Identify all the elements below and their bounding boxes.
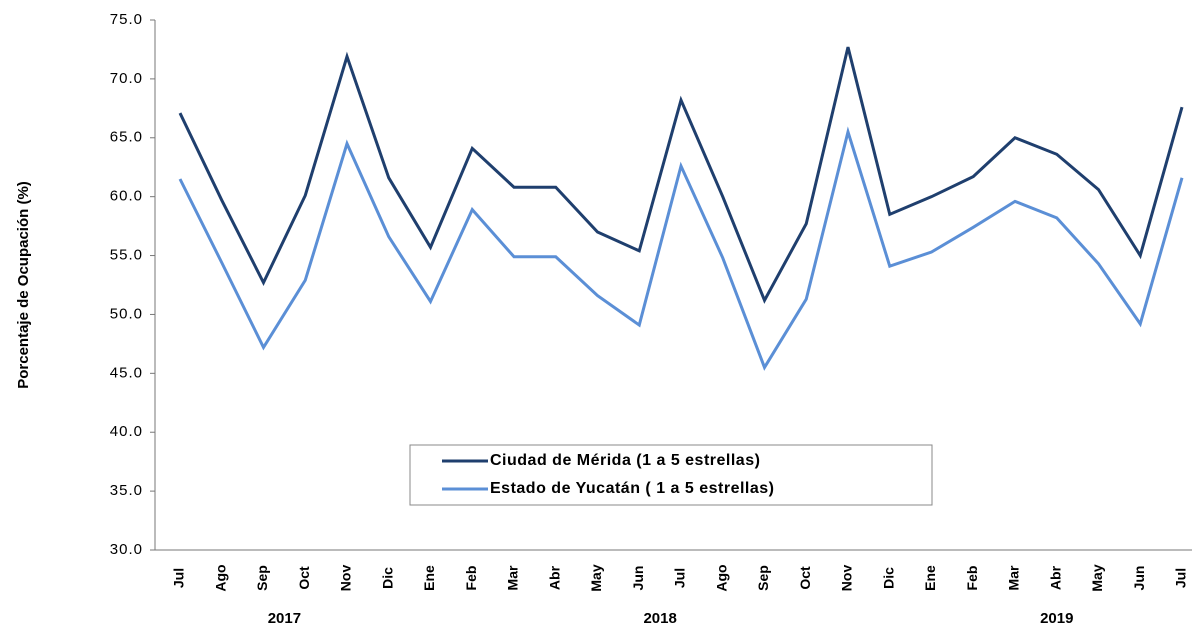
x-tick-label: Nov	[338, 565, 354, 592]
x-tick-label: Abr	[1047, 565, 1063, 590]
x-tick-label: Abr	[546, 565, 562, 590]
x-tick-label: Jul	[1173, 568, 1189, 588]
x-tick-label: Jun	[630, 566, 646, 591]
year-label: 2019	[1040, 610, 1073, 627]
x-tick-label: Jul	[672, 568, 688, 588]
x-tick-label: Jul	[171, 568, 187, 588]
y-tick-label: 45.0	[110, 364, 143, 381]
x-tick-label: Feb	[463, 566, 479, 591]
legend-label: Ciudad de Mérida (1 a 5 estrellas)	[490, 452, 760, 469]
year-label: 2017	[268, 610, 301, 627]
x-tick-label: Mar	[505, 565, 521, 590]
year-label: 2018	[643, 610, 676, 627]
x-tick-label: Oct	[797, 566, 813, 590]
x-tick-label: Feb	[964, 566, 980, 591]
x-tick-label: Nov	[839, 565, 855, 592]
y-tick-label: 60.0	[110, 188, 143, 205]
y-tick-label: 40.0	[110, 423, 143, 440]
y-tick-label: 65.0	[110, 129, 143, 146]
x-tick-label: Dic	[379, 567, 395, 589]
x-tick-label: Sep	[254, 565, 270, 591]
y-tick-label: 30.0	[110, 541, 143, 558]
x-tick-label: May	[1089, 564, 1105, 591]
x-tick-label: May	[588, 564, 604, 591]
x-tick-label: Oct	[296, 566, 312, 590]
x-tick-label: Jun	[1131, 566, 1147, 591]
x-tick-label: Ago	[212, 564, 228, 591]
y-tick-label: 50.0	[110, 305, 143, 322]
series-line	[178, 126, 1184, 371]
x-tick-label: Ago	[713, 564, 729, 591]
x-tick-label: Ene	[421, 565, 437, 591]
x-tick-label: Mar	[1006, 565, 1022, 590]
y-tick-label: 75.0	[110, 11, 143, 28]
y-axis-title: Porcentaje de Ocupación (%)	[15, 181, 32, 389]
legend-label: Estado de Yucatán ( 1 a 5 estrellas)	[490, 480, 775, 497]
y-tick-label: 55.0	[110, 247, 143, 264]
y-tick-label: 70.0	[110, 70, 143, 87]
x-tick-label: Ene	[922, 565, 938, 591]
y-tick-label: 35.0	[110, 482, 143, 499]
legend-box	[409, 444, 933, 506]
x-tick-label: Sep	[755, 565, 771, 591]
x-tick-label: Dic	[880, 567, 896, 589]
series-line	[178, 46, 1184, 304]
